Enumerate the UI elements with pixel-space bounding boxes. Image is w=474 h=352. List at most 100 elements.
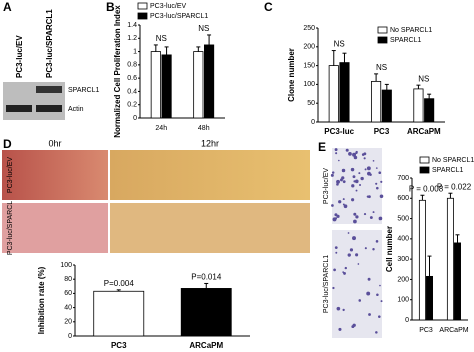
cell xyxy=(334,217,338,220)
annotation: NS xyxy=(334,40,345,49)
cell xyxy=(380,300,383,303)
cell xyxy=(355,215,359,219)
cell xyxy=(353,219,357,224)
row-label: PC3-luc/EV xyxy=(323,168,330,205)
cell xyxy=(355,189,358,192)
cell xyxy=(364,168,367,171)
cell xyxy=(347,253,351,257)
cell xyxy=(375,240,379,243)
y-tick-label: 20 xyxy=(64,319,72,326)
y-axis-label: Cell number xyxy=(385,226,394,272)
y-axis-label: Clone number xyxy=(287,48,296,102)
bar xyxy=(328,65,339,123)
cell xyxy=(351,325,355,329)
y-axis-label: Normalized Cell Proliferation Index xyxy=(113,5,122,138)
bar xyxy=(93,290,145,337)
cell xyxy=(334,246,338,249)
cell xyxy=(366,166,371,171)
x-tick-label: ARCaPM xyxy=(189,341,223,350)
y-tick-label: 0.8 xyxy=(127,62,137,69)
cell xyxy=(375,186,379,190)
bar xyxy=(454,242,461,321)
panel-label: D xyxy=(3,137,12,151)
cell xyxy=(380,180,383,183)
y-tick-label: 100 xyxy=(397,297,409,304)
cell xyxy=(345,148,349,152)
y-tick-label: 1.4 xyxy=(127,22,137,29)
y-tick-label: 250 xyxy=(303,25,315,32)
y-tick-label: 0 xyxy=(311,119,315,126)
cell xyxy=(361,153,365,156)
band xyxy=(36,105,62,112)
x-tick-label: PC3 xyxy=(419,327,433,334)
cell xyxy=(343,272,346,275)
annotation: NS xyxy=(156,34,167,43)
band xyxy=(36,86,62,93)
cell xyxy=(369,216,373,219)
y-tick-label: 0 xyxy=(133,115,137,122)
annotation: P=0.014 xyxy=(191,273,222,282)
y-tick-label: 100 xyxy=(60,262,72,269)
cell xyxy=(355,151,358,155)
row-label: PC3-luc/SPARCL xyxy=(7,201,14,255)
y-tick-label: 50 xyxy=(307,100,315,107)
y-tick-label: 0.6 xyxy=(127,75,137,82)
cell xyxy=(352,236,356,241)
micrograph xyxy=(332,148,382,224)
y-tick-label: 200 xyxy=(303,44,315,51)
legend-swatch xyxy=(419,166,430,174)
y-tick-label: 500 xyxy=(397,215,409,222)
cell xyxy=(378,315,381,318)
y-tick-label: 0 xyxy=(405,317,409,324)
cell xyxy=(367,277,371,281)
wound-image xyxy=(110,150,310,200)
cell xyxy=(344,266,347,270)
bar xyxy=(339,62,350,123)
annotation: P = 0.022 xyxy=(437,182,472,191)
bar xyxy=(204,44,215,119)
panel-label: B xyxy=(106,0,115,14)
cell xyxy=(363,213,367,216)
y-tick-label: 40 xyxy=(64,304,72,311)
panel-label: A xyxy=(3,0,12,14)
bar xyxy=(446,197,454,321)
y-axis-label: Inhibition rate (%) xyxy=(37,266,46,334)
cell xyxy=(359,184,362,187)
cell xyxy=(379,194,384,199)
legend-label: PC3-luc/SPARCL1 xyxy=(150,13,208,20)
y-tick-label: 300 xyxy=(397,256,409,263)
cell xyxy=(379,284,381,287)
x-tick-label: ARCaPM xyxy=(439,327,468,334)
micrographs xyxy=(330,148,384,338)
cell xyxy=(378,171,382,175)
cell xyxy=(375,182,378,185)
cell xyxy=(353,180,356,183)
wound-image xyxy=(110,203,310,253)
y-tick-label: 1.2 xyxy=(127,35,137,42)
cell xyxy=(334,148,338,152)
x-tick-label: PC3 xyxy=(111,341,127,350)
wound-image xyxy=(2,203,108,253)
cell xyxy=(331,204,334,207)
bar xyxy=(418,199,426,321)
row-label: PC3-luc/EV xyxy=(7,157,14,194)
cell xyxy=(330,173,334,177)
cell xyxy=(347,232,350,234)
bar xyxy=(193,51,204,119)
lane-label: PC3-luc/SPARCL1 xyxy=(45,9,54,78)
y-tick-label: 0.2 xyxy=(127,102,137,109)
panel-label: E xyxy=(318,140,326,154)
cell xyxy=(338,200,342,204)
panel-label: C xyxy=(264,0,273,14)
cell xyxy=(358,299,362,302)
y-tick-label: 0.4 xyxy=(127,88,137,95)
time-label: 0hr xyxy=(48,138,61,148)
cell xyxy=(338,327,342,331)
cell xyxy=(336,183,339,186)
x-tick-label: PC3-luc xyxy=(324,127,354,136)
lane-label: PC3-luc/EV xyxy=(15,35,24,78)
cell xyxy=(341,176,345,180)
band-label: SPARCL1 xyxy=(68,87,99,94)
legend-swatch xyxy=(137,2,148,10)
bar xyxy=(424,98,435,123)
